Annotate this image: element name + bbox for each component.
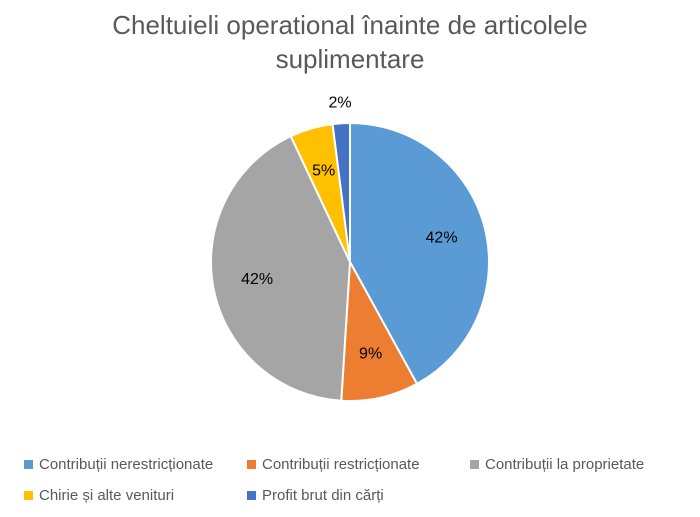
- data-label-profit-brut: 2%: [328, 95, 351, 112]
- data-label-la-proprietate: 42%: [241, 271, 273, 288]
- pie-slice-restrictionate: [340, 258, 419, 402]
- data-label-nerestrictionate: 42%: [426, 230, 458, 247]
- pie-slice-la-proprietate: [210, 134, 352, 402]
- pie-slice-profit-brut: [331, 121, 351, 263]
- data-label-restrictionate: 9%: [359, 345, 382, 362]
- chart-title: Cheltuieli operational înainte de artico…: [112, 10, 588, 74]
- data-label-chirie: 5%: [312, 162, 335, 179]
- pie-slice-nerestrictionate: [349, 121, 490, 386]
